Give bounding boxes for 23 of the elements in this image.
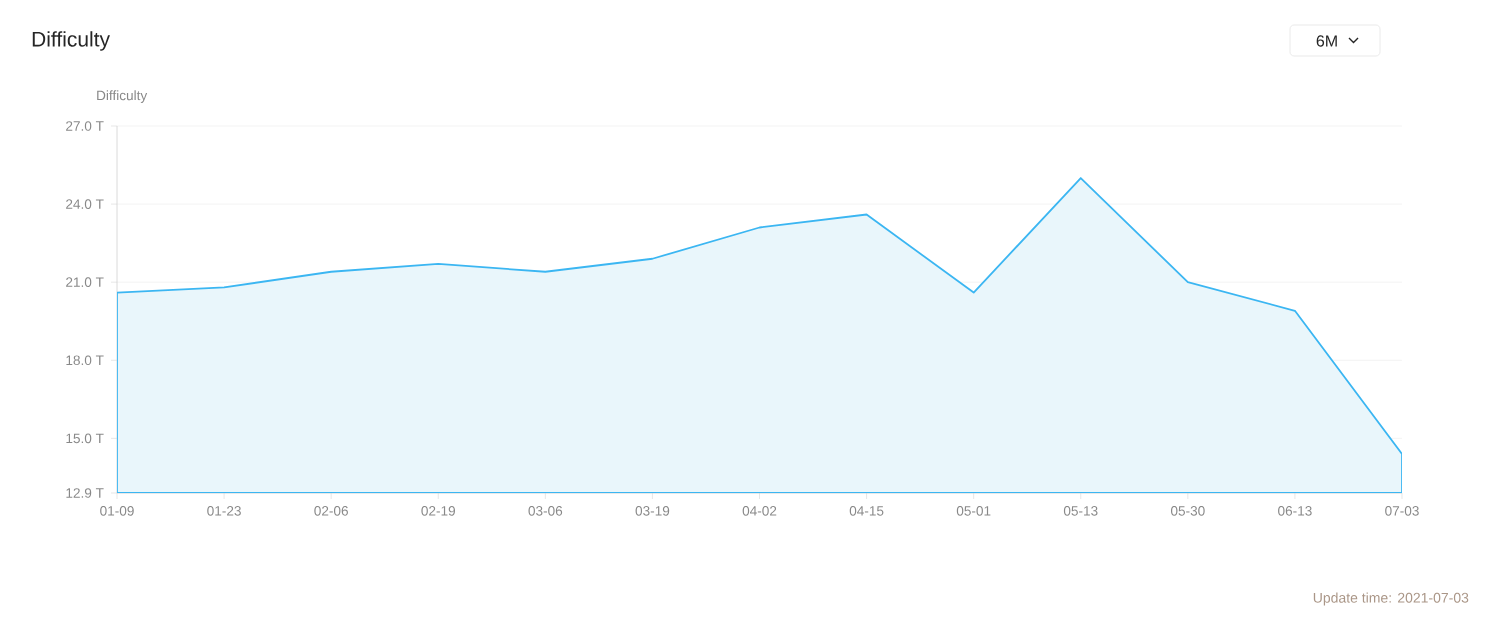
x-tick-label: 04-15 xyxy=(849,506,884,516)
y-tick-label: 21.0 T xyxy=(66,277,104,287)
y-tick-label: 18.0 T xyxy=(66,355,104,366)
x-tick-label: 05-01 xyxy=(956,506,991,516)
x-tick-label: 04-02 xyxy=(742,506,777,516)
x-tick-label: 05-30 xyxy=(1170,506,1205,516)
x-tick-label: 02-19 xyxy=(421,506,456,516)
y-tick-label: 24.0 T xyxy=(66,199,104,209)
x-tick-label: 01-23 xyxy=(207,506,241,516)
x-tick-label: 01-09 xyxy=(100,506,134,516)
y-tick-label: 15.0 T xyxy=(66,433,104,444)
x-tick-label: 02-06 xyxy=(314,506,348,516)
chart-title: Difficulty xyxy=(32,31,110,51)
text: Update time: 2021-07-03 xyxy=(1313,592,1469,606)
x-tick-label: 03-19 xyxy=(635,506,670,516)
x-tick-label: 06-13 xyxy=(1278,506,1312,516)
y-tick-label: 12.9 T xyxy=(66,488,104,498)
y-axis-title: Difficulty xyxy=(97,90,148,103)
x-tick-label: 07-03 xyxy=(1385,506,1419,516)
x-tick-label: 05-13 xyxy=(1063,506,1098,516)
x-tick-label: 03-06 xyxy=(528,506,563,516)
text: 6M xyxy=(1316,35,1337,47)
y-tick-label: 27.0 T xyxy=(66,121,104,131)
